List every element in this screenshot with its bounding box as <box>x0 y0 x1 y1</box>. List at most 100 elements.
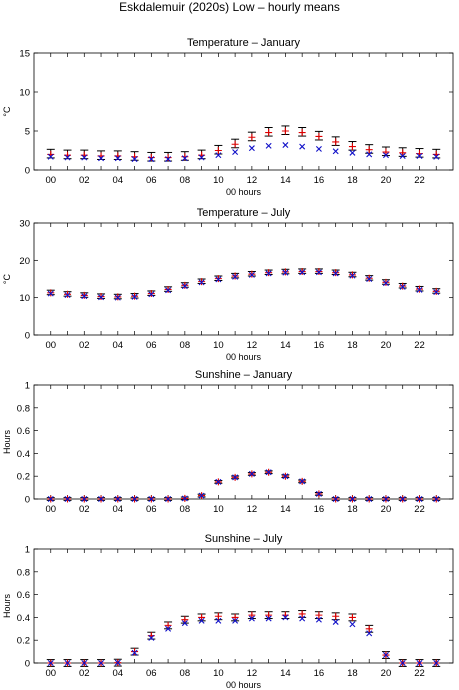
x-tick-label: 10 <box>213 340 224 351</box>
x-tick-label: 14 <box>280 340 291 351</box>
cross-marker <box>399 152 406 159</box>
x-tick-label: 04 <box>113 668 124 679</box>
cross-marker <box>315 490 322 497</box>
x-tick-label: 06 <box>146 504 157 515</box>
cross-marker <box>81 496 88 502</box>
plus-marker <box>164 621 172 629</box>
cross-marker <box>232 149 239 156</box>
x-tick-label: 18 <box>347 668 358 679</box>
cross-marker <box>232 474 239 481</box>
plus-marker <box>348 143 356 151</box>
cross-marker <box>165 496 172 502</box>
cross-marker <box>366 151 373 158</box>
cross-marker <box>299 478 306 485</box>
cross-marker <box>265 469 272 476</box>
cross-marker <box>299 143 306 150</box>
x-tick-label: 00 <box>45 175 56 186</box>
x-tick-label: 16 <box>314 175 325 186</box>
cross-marker <box>131 649 138 656</box>
y-tick-label: 0.6 <box>17 426 30 437</box>
y-tick-label: 30 <box>19 219 30 230</box>
plus-marker <box>265 611 273 619</box>
plus-marker <box>382 148 390 156</box>
panel-title: Sunshine – July <box>205 533 283 545</box>
panel-4: Sunshine – July 0 0.2 0.4 0.6 0.8 1 00 02 04 06 08 1… <box>2 533 454 690</box>
series-cross <box>47 142 440 163</box>
panel-3: Sunshine – January 0 0.2 0.4 0.6 0.8 1 00 02 04 06… <box>2 369 454 515</box>
cross-marker <box>47 660 54 666</box>
cross-marker <box>148 156 155 163</box>
x-tick-label: 04 <box>113 340 124 351</box>
cross-marker <box>382 652 389 659</box>
cross-marker <box>165 156 172 163</box>
cross-marker <box>349 272 356 279</box>
panel-title: Sunshine – January <box>195 369 293 381</box>
y-tick-label: 1 <box>25 381 30 392</box>
plus-marker <box>332 612 340 620</box>
x-tick-label: 12 <box>247 340 258 351</box>
x-tick-label: 00 <box>45 668 56 679</box>
y-axis-label: Hours <box>2 594 12 619</box>
cross-marker <box>366 496 373 502</box>
cross-marker <box>433 153 440 160</box>
panel-title: Temperature – July <box>197 207 291 219</box>
x-tick-label: 18 <box>347 340 358 351</box>
x-tick-label: 10 <box>213 504 224 515</box>
x-tick-label: 02 <box>79 175 90 186</box>
x-axis-label: 00 hours <box>226 352 262 362</box>
cross-marker <box>265 615 272 622</box>
x-tick-label: 16 <box>314 340 325 351</box>
cross-marker <box>165 625 172 632</box>
cross-marker <box>433 496 440 502</box>
x-tick-label: 08 <box>180 668 191 679</box>
y-axis-label: Hours <box>2 430 12 455</box>
y-axis-label: °C <box>2 273 12 284</box>
cross-marker <box>198 492 205 499</box>
cross-marker <box>399 496 406 502</box>
cross-marker <box>282 142 289 149</box>
cross-marker <box>416 660 423 666</box>
cross-marker <box>47 290 54 297</box>
x-tick-label: 06 <box>146 668 157 679</box>
x-tick-label: 12 <box>247 175 258 186</box>
cross-marker <box>248 271 255 278</box>
figure-title: Eskdalemuir (2020s) Low – hourly means <box>119 0 340 14</box>
plot-frame <box>33 548 454 664</box>
cross-marker <box>148 291 155 298</box>
cross-marker <box>349 621 356 628</box>
y-tick-label: 0.6 <box>17 590 30 601</box>
y-tick-label: 0.4 <box>17 449 30 460</box>
y-tick-label: 0.8 <box>17 567 30 578</box>
x-tick-label: 14 <box>280 504 291 515</box>
plus-marker <box>181 616 189 624</box>
cross-marker <box>215 276 222 283</box>
plus-marker <box>198 613 206 621</box>
x-tick-label: 12 <box>247 668 258 679</box>
y-tick-label: 10 <box>19 293 30 304</box>
x-tick-label: 08 <box>180 504 191 515</box>
x-tick-label: 06 <box>146 340 157 351</box>
cross-marker <box>349 149 356 156</box>
x-tick-label: 20 <box>381 668 392 679</box>
cross-marker <box>114 659 121 666</box>
plot-frame <box>33 222 454 336</box>
x-tick-label: 22 <box>414 340 425 351</box>
x-tick-label: 02 <box>79 668 90 679</box>
x-tick-label: 22 <box>414 175 425 186</box>
cross-marker <box>98 294 105 301</box>
cross-marker <box>98 660 105 666</box>
plus-marker <box>265 129 273 137</box>
x-tick-label: 22 <box>414 504 425 515</box>
y-tick-label: 1 <box>25 545 30 556</box>
y-tick-label: 15 <box>19 49 30 60</box>
cross-marker <box>148 496 155 502</box>
plus-marker <box>248 611 256 619</box>
cross-marker <box>349 496 356 502</box>
x-tick-label: 20 <box>381 504 392 515</box>
cross-marker <box>64 292 71 299</box>
cross-marker <box>332 148 339 155</box>
cross-marker <box>315 145 322 152</box>
plot-frame <box>33 52 454 171</box>
cross-marker <box>215 478 222 485</box>
